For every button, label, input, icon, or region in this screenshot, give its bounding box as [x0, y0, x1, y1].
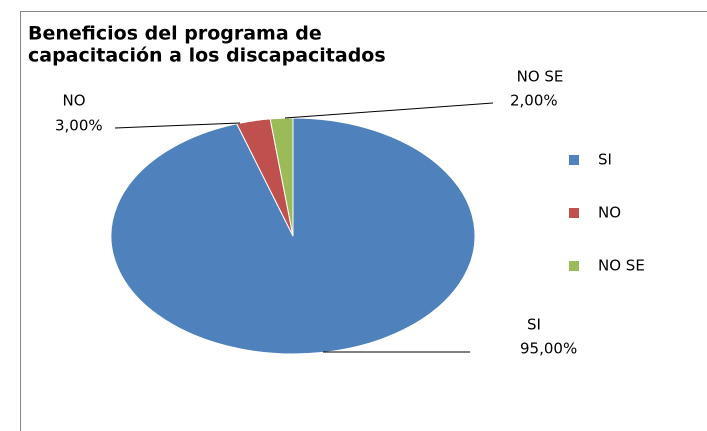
data-label: 3,00%	[55, 117, 103, 135]
chart-title: capacitación a los discapacitados	[28, 45, 386, 67]
data-label: 2,00%	[510, 92, 558, 110]
legend-label: SI	[598, 151, 612, 169]
chart-title: Beneficios del programa de	[28, 23, 322, 45]
legend-swatch	[569, 155, 579, 165]
legend-label: NO SE	[598, 257, 645, 275]
legend-swatch	[569, 208, 579, 218]
legend-label: NO	[598, 204, 621, 222]
leader-line	[284, 102, 494, 119]
data-label-name: NO SE	[517, 68, 564, 86]
legend-swatch	[569, 261, 579, 271]
data-label-name: SI	[527, 316, 541, 334]
data-label-name: NO	[62, 92, 85, 110]
leader-line	[114, 122, 241, 129]
pie-slice	[269, 117, 294, 237]
data-label: 95,00%	[520, 340, 577, 358]
